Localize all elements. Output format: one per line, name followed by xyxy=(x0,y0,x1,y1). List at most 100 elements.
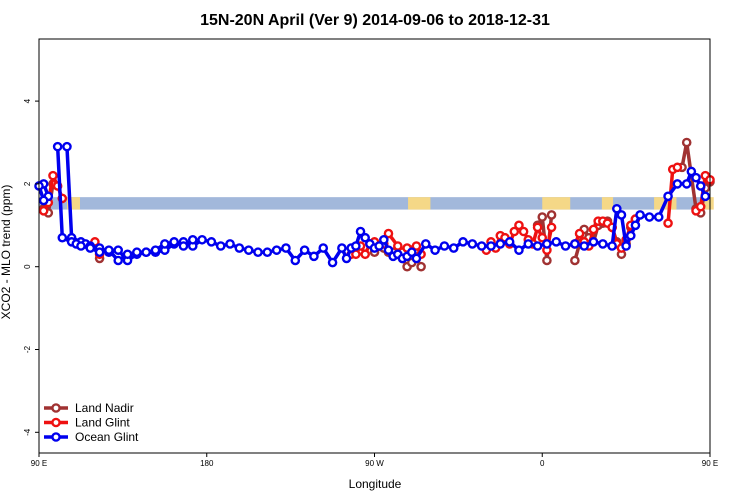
land-band-segment xyxy=(601,197,614,210)
data-point xyxy=(62,141,72,152)
data-point xyxy=(476,241,487,251)
x-tick-label: 90 E xyxy=(31,459,47,468)
data-point xyxy=(113,245,124,255)
x-tick-label: 90 E xyxy=(702,459,718,468)
data-point xyxy=(416,261,426,272)
data-point xyxy=(178,241,189,251)
y-tick-label: 4 xyxy=(23,98,32,103)
data-point xyxy=(672,162,683,173)
data-point xyxy=(653,212,664,222)
x-tick-label: 180 xyxy=(200,459,214,468)
data-point xyxy=(570,239,580,249)
data-point xyxy=(672,179,683,189)
data-point xyxy=(635,210,645,220)
series-ocean-glint-wrapped- xyxy=(34,141,198,266)
data-point xyxy=(574,228,585,239)
data-point xyxy=(253,247,263,258)
data-point xyxy=(197,234,207,245)
data-point xyxy=(243,245,254,255)
data-point xyxy=(663,218,673,229)
data-point xyxy=(537,232,548,243)
data-point xyxy=(318,243,329,253)
legend-label: Land Glint xyxy=(75,416,130,430)
data-point xyxy=(383,245,394,255)
data-point xyxy=(57,232,68,243)
data-point xyxy=(187,234,198,245)
data-point xyxy=(38,206,49,216)
data-point xyxy=(532,241,543,251)
data-point xyxy=(514,245,524,255)
data-point xyxy=(169,237,179,247)
data-point xyxy=(430,245,440,255)
data-point xyxy=(411,241,422,251)
data-point xyxy=(695,181,706,191)
y-axis-label: XCO2 - MLO trend (ppm) xyxy=(0,185,13,320)
chart-title: 15N-20N April (Ver 9) 2014-09-06 to 2018… xyxy=(200,12,550,29)
series-layer xyxy=(34,137,715,272)
data-point xyxy=(351,241,361,251)
data-point xyxy=(206,237,217,247)
data-point xyxy=(546,222,557,233)
x-tick-label: 0 xyxy=(540,459,545,468)
data-point xyxy=(560,241,571,251)
data-point xyxy=(458,237,468,247)
data-point xyxy=(360,249,370,260)
data-point xyxy=(132,247,142,258)
data-point xyxy=(663,191,673,202)
data-point xyxy=(281,243,291,253)
data-point xyxy=(467,239,478,249)
data-point xyxy=(625,230,636,241)
data-point xyxy=(551,237,562,247)
y-tick-label: 0 xyxy=(23,264,32,269)
data-point xyxy=(141,247,151,258)
data-point xyxy=(523,239,534,249)
data-point xyxy=(225,239,235,249)
data-point xyxy=(542,239,552,249)
data-point xyxy=(215,241,226,251)
series-land-glint xyxy=(38,162,715,260)
data-point xyxy=(588,224,599,235)
data-point xyxy=(374,241,384,251)
data-point xyxy=(411,253,422,264)
data-point xyxy=(504,237,515,247)
data-point xyxy=(612,203,622,214)
data-point xyxy=(52,141,63,152)
data-point xyxy=(113,255,124,266)
legend-label: Ocean Glint xyxy=(75,430,139,444)
data-point xyxy=(644,212,655,222)
data-point xyxy=(546,210,557,220)
data-point xyxy=(588,237,599,247)
data-point xyxy=(309,251,319,262)
data-point xyxy=(514,220,524,231)
data-point xyxy=(94,247,105,258)
data-point xyxy=(160,239,170,249)
data-point xyxy=(341,253,352,264)
data-point xyxy=(327,257,338,268)
data-point xyxy=(379,234,389,245)
data-point xyxy=(383,228,394,239)
data-point xyxy=(337,243,347,253)
data-point xyxy=(406,247,417,258)
y-tick-label: 2 xyxy=(23,181,32,186)
data-point xyxy=(439,241,450,251)
data-point xyxy=(299,245,310,255)
data-point xyxy=(686,166,697,177)
data-point xyxy=(579,241,589,251)
data-point xyxy=(104,245,114,255)
data-point xyxy=(262,247,273,258)
legend-marker xyxy=(51,417,61,428)
land-band-segment xyxy=(408,197,431,210)
y-tick-label: -2 xyxy=(23,345,32,353)
x-tick-label: 90 W xyxy=(365,459,384,468)
data-point xyxy=(537,212,548,222)
legend-marker xyxy=(51,403,61,413)
data-point xyxy=(570,255,580,266)
land-band-segment xyxy=(542,197,571,210)
data-point xyxy=(681,179,692,189)
data-point xyxy=(691,172,701,183)
data-point xyxy=(542,255,552,266)
data-point xyxy=(448,243,459,253)
y-axis: -4 -2 0 2 4 xyxy=(23,98,39,436)
